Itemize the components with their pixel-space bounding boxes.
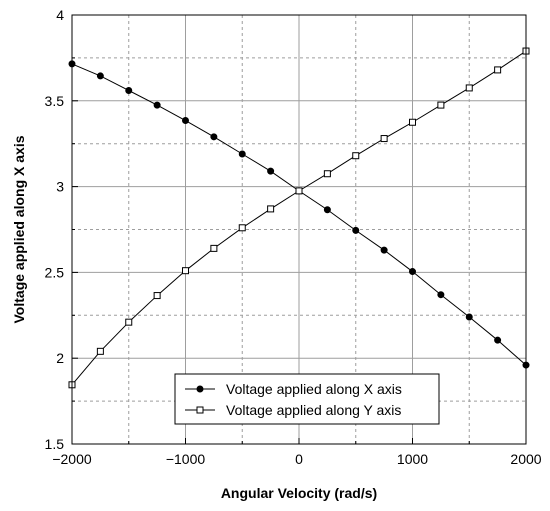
legend-marker: [196, 406, 204, 414]
data-point: [153, 101, 161, 109]
data-point: [182, 117, 189, 125]
data-point: [409, 268, 416, 276]
data-point: [437, 291, 445, 299]
data-point: [210, 133, 218, 141]
data-point: [352, 152, 360, 160]
data-point: [465, 84, 473, 92]
data-point: [238, 224, 246, 232]
legend: Voltage applied along X axis Voltage appl…: [174, 373, 440, 425]
y-tick-label: 2: [56, 350, 64, 366]
axis-ticks: −2000 −1000 0 1000 2000 1.5 2 2.5 3 3.5 4: [45, 7, 542, 467]
data-point: [210, 244, 218, 252]
y-tick-label: 2.5: [45, 264, 65, 280]
data-point: [267, 205, 275, 213]
data-point: [153, 292, 161, 300]
data-point: [352, 226, 360, 234]
y-tick-label: 3.5: [45, 93, 65, 109]
data-point: [380, 246, 388, 254]
data-point: [465, 313, 473, 321]
legend-item: Voltage applied along Y axis: [185, 402, 401, 418]
data-point: [125, 318, 133, 326]
data-point: [323, 170, 331, 178]
grid: [72, 15, 526, 444]
y-tick-label: 1.5: [45, 436, 65, 452]
y-tick-label: 3: [56, 179, 64, 195]
y-tick-label: 4: [56, 7, 64, 23]
x-tick-label: −2000: [52, 451, 92, 467]
legend-marker: [196, 385, 204, 393]
data-point: [295, 187, 303, 195]
data-point: [437, 101, 445, 109]
data-point: [494, 66, 502, 74]
data-point: [238, 150, 246, 158]
data-point: [96, 347, 104, 355]
x-tick-label: 0: [295, 451, 303, 467]
legend-item: Voltage applied along X axis: [185, 381, 402, 397]
data-point: [380, 135, 388, 143]
data-point: [125, 87, 133, 95]
legend-items: Voltage applied along X axis Voltage appl…: [185, 381, 402, 418]
legend-box: [174, 373, 440, 425]
data-point: [409, 118, 416, 126]
x-tick-label: 2000: [510, 451, 541, 467]
data-point: [182, 267, 189, 275]
data-point: [267, 167, 275, 175]
x-tick-label: 1000: [397, 451, 428, 467]
legend-label: Voltage applied along X axis: [226, 381, 402, 397]
legend-label: Voltage applied along Y axis: [226, 402, 401, 418]
data-point: [494, 336, 502, 344]
y-axis-title: Voltage applied along X axis: [11, 135, 27, 323]
data-point: [323, 206, 331, 214]
data-point: [96, 72, 104, 80]
x-tick-label: −1000: [166, 451, 206, 467]
x-axis-title: Angular Velocity (rad/s): [221, 485, 377, 501]
